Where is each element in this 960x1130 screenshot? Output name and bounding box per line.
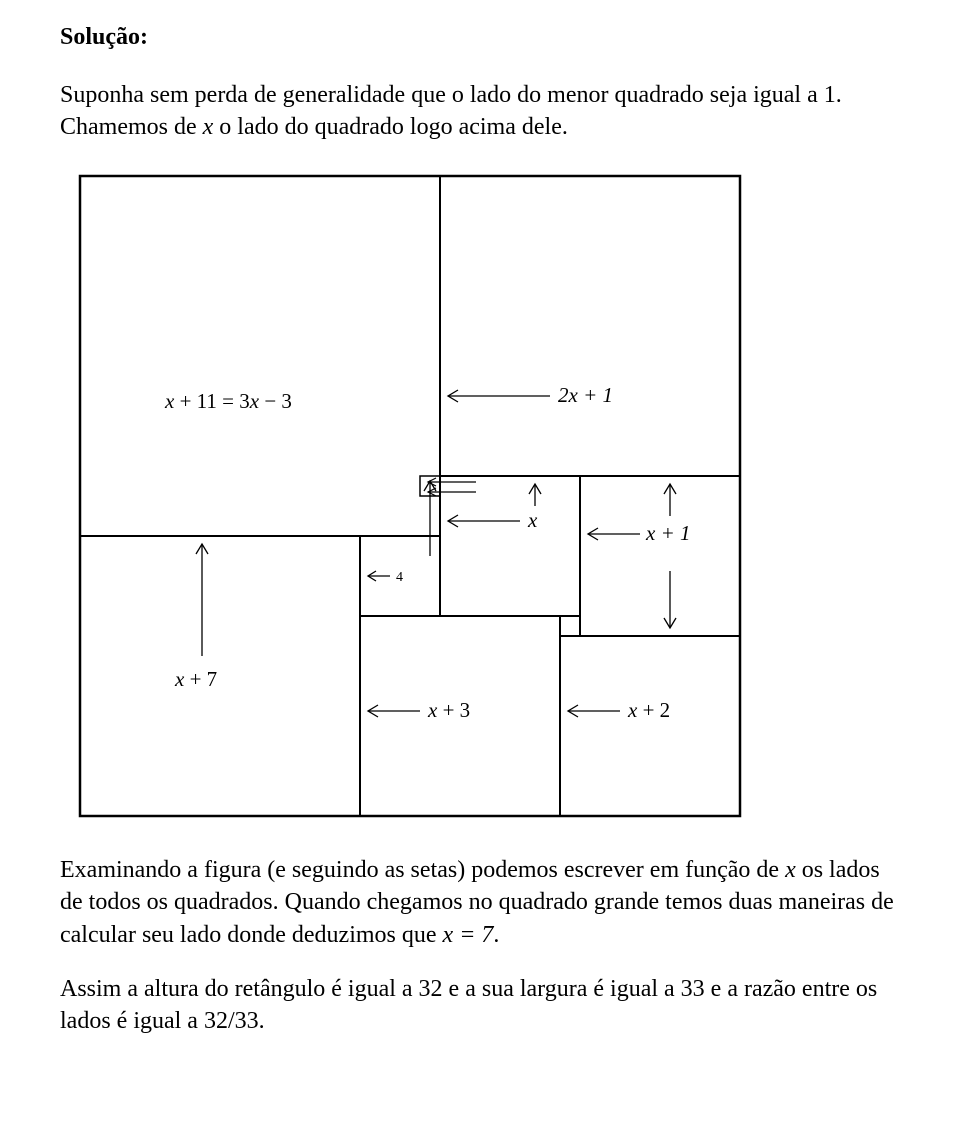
figure: 2x + 1 x x + 1 4 x + 7: [60, 166, 900, 826]
label-x-plus-1: x + 1: [645, 521, 691, 545]
para2-x: x: [785, 857, 796, 883]
heading: Solução:: [60, 24, 900, 51]
para2-eq: x = 7: [443, 922, 494, 948]
para1-text-b: o lado do quadrado logo acima dele.: [213, 114, 568, 140]
paragraph-3: Assim a altura do retângulo é igual a 32…: [60, 973, 900, 1038]
label-x-plus-2: x + 2: [627, 698, 670, 722]
para2-text-a: Examinando a figura (e seguindo as setas…: [60, 857, 785, 883]
para2-text-c: .: [493, 922, 499, 948]
label-x-plus-7: x + 7: [174, 667, 217, 691]
para1-x: x: [203, 114, 214, 140]
label-top-left: x + 11 = 3x − 3: [164, 389, 292, 413]
paragraph-2: Examinando a figura (e seguindo as setas…: [60, 854, 900, 951]
label-x-plus-3: x + 3: [427, 698, 470, 722]
label-2x-plus-1: 2x + 1: [558, 383, 613, 407]
label-4: 4: [396, 570, 403, 585]
label-x: x: [527, 508, 538, 532]
paragraph-1: Suponha sem perda de generalidade que o …: [60, 79, 900, 144]
